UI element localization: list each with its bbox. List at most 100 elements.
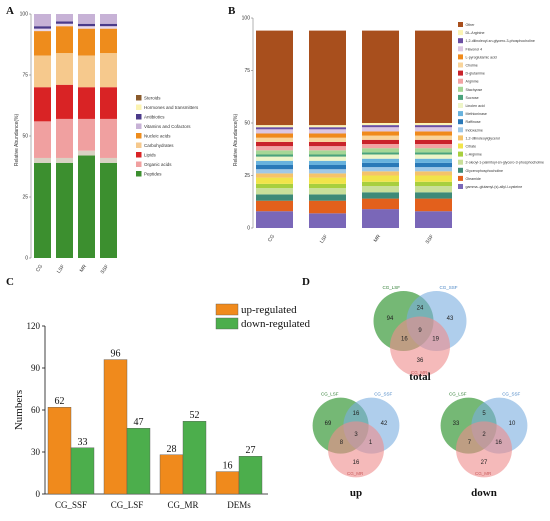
panel-b-bar-segment bbox=[415, 175, 452, 182]
venn-label-bottom: CG_MR bbox=[347, 471, 364, 476]
venn-region-center: 9 bbox=[418, 328, 422, 334]
panel-a-bar-segment bbox=[56, 53, 73, 85]
panel-b-legend-label: Indoxazine bbox=[466, 128, 483, 132]
venn-label-right: CG_SSF bbox=[440, 285, 458, 290]
panel-b-legend-swatch bbox=[458, 135, 463, 141]
panel-b-legend-label: Linolen acid bbox=[466, 104, 485, 108]
venn-region-left-right: 5 bbox=[482, 411, 486, 417]
panel-b-ytick-label: 25 bbox=[244, 173, 250, 179]
panel-b-legend-label: D-glutamine bbox=[466, 72, 485, 76]
panel-b-bar-segment bbox=[362, 162, 399, 168]
venn-region-center: 3 bbox=[354, 432, 358, 438]
panel-b-bar-segment bbox=[309, 194, 346, 201]
panel-b-legend-swatch bbox=[458, 94, 463, 100]
panel-a-legend-swatch bbox=[136, 95, 142, 101]
panel-c-bar bbox=[215, 471, 240, 495]
panel-b-legend-label: gamma.-glutamyl-(s)-allyl-l-cysteine bbox=[466, 185, 523, 189]
panel-a-bar-segment bbox=[34, 28, 51, 32]
panel-a-legend-swatch bbox=[136, 104, 142, 110]
panel-a-bar-segment bbox=[56, 84, 73, 119]
panel-b-bar-segment bbox=[309, 133, 346, 138]
panel-b-bar-segment bbox=[362, 30, 399, 124]
venn-region-bottom-only: 36 bbox=[417, 358, 424, 364]
panel-b-bar-segment bbox=[256, 129, 293, 134]
panel-a-bar-segment bbox=[78, 118, 95, 151]
venn-region-right-only: 42 bbox=[381, 421, 388, 427]
panel-c-bar bbox=[238, 456, 263, 495]
panel-a-bar-segment bbox=[100, 118, 117, 158]
panel-b-legend-swatch bbox=[458, 119, 463, 125]
panel-b-bar-segment bbox=[256, 211, 293, 228]
venn-region-left-bottom: 7 bbox=[468, 440, 472, 446]
panel-a-bar-segment bbox=[56, 162, 73, 258]
panel-b-bar-segment bbox=[415, 154, 452, 159]
panel-a-legend-label: Carbohydrates bbox=[144, 143, 174, 148]
panel-b-xtick-label: LSF bbox=[319, 234, 329, 245]
panel-b-bar-segment bbox=[256, 133, 293, 138]
panel-b-bar-segment bbox=[256, 141, 293, 147]
panel-b-bar-segment bbox=[415, 152, 452, 155]
panel-b-bar-segment bbox=[256, 183, 293, 189]
panel-b-bar-segment bbox=[415, 211, 452, 228]
panel-c-bar bbox=[182, 421, 207, 495]
panel-b-legend-swatch bbox=[458, 30, 463, 36]
panel-b-bar-segment bbox=[362, 175, 399, 182]
panel-b-bar-segment bbox=[309, 156, 346, 161]
panel-a-xtick-label: SSF bbox=[100, 264, 110, 275]
panel-b-xtick-label: CG bbox=[267, 234, 276, 244]
panel-b-bar-segment bbox=[362, 125, 399, 128]
panel-b-legend-label: Glycerophosphocholine bbox=[466, 169, 504, 173]
panel-b-bar-segment bbox=[362, 186, 399, 193]
venn-region-left-only: 69 bbox=[325, 421, 332, 427]
panel-b-bar-segment bbox=[309, 160, 346, 165]
panel-b-bar-segment bbox=[309, 165, 346, 170]
panel-a-ytick-label: 100 bbox=[20, 12, 29, 18]
panel-b-legend-swatch bbox=[458, 111, 463, 117]
panel-a-bar-segment bbox=[34, 157, 51, 163]
panel-a-bar-segment bbox=[100, 162, 117, 258]
panel-a-legend-swatch bbox=[136, 152, 142, 158]
panel-a-bar-segment bbox=[34, 55, 51, 88]
panel-b-bar-segment bbox=[362, 127, 399, 132]
panel-a-bar-segment bbox=[100, 14, 117, 24]
panel-b-legend-label: 2-oleoyl-1-palmitoyl-sn-glycero-3-phosph… bbox=[466, 161, 545, 165]
panel-b-bar-segment bbox=[415, 144, 452, 149]
panel-b-bar-segment bbox=[415, 186, 452, 193]
panel-a-xtick-label: LSF bbox=[56, 264, 66, 275]
panel-c-ytick-label: 90 bbox=[31, 363, 41, 373]
panel-a-bar-segment bbox=[78, 150, 95, 156]
panel-a-legend-label: Organic acids bbox=[144, 162, 172, 167]
panel-b-legend-label: Citrate bbox=[466, 145, 477, 149]
panel-c-data-label: 52 bbox=[190, 410, 200, 421]
panel-b-bar-segment bbox=[415, 158, 452, 163]
panel-b-bar-segment bbox=[415, 198, 452, 212]
panel-b-legend-swatch bbox=[458, 175, 463, 181]
panel-b-bar-segment bbox=[309, 137, 346, 142]
panel-b-bar-segment bbox=[309, 154, 346, 157]
panel-b-bar-segment bbox=[362, 148, 399, 153]
panel-letter-b: B bbox=[228, 5, 236, 17]
venn-circle-bottom bbox=[328, 421, 384, 478]
venn-region-right-bottom: 19 bbox=[432, 336, 439, 342]
panel-b-legend-label: Methioninase bbox=[466, 112, 487, 116]
panel-b-xtick-label: MR bbox=[373, 233, 383, 243]
panel-b-bar-segment bbox=[309, 200, 346, 214]
venn-region-right-bottom: 1 bbox=[369, 440, 373, 446]
panel-b-legend-swatch bbox=[458, 62, 463, 68]
venn-label-left: CG_LSF bbox=[321, 392, 339, 397]
panel-c-ytick-label: 0 bbox=[36, 489, 41, 499]
panel-c-ylabel: Numbers bbox=[13, 390, 25, 430]
panel-a-legend-label: Antibiotics bbox=[144, 115, 165, 120]
venn-region-left-only: 33 bbox=[453, 421, 460, 427]
panel-b-bar-segment bbox=[415, 131, 452, 136]
panel-a-legend-label: Steroids bbox=[144, 96, 161, 101]
panel-b-legend-label: Choline bbox=[466, 64, 478, 68]
panel-c-bar bbox=[47, 407, 72, 495]
panel-b-bar-segment bbox=[256, 146, 293, 151]
panel-c-xtick-label: CG_MR bbox=[167, 500, 198, 510]
panel-b-bar-segment bbox=[309, 30, 346, 126]
panel-c-legend-swatch bbox=[215, 303, 239, 316]
venn-label-bottom: CG_MR bbox=[475, 471, 492, 476]
panel-a-legend-label: Hormones and transmitters bbox=[144, 105, 199, 110]
panel-a-bar-segment bbox=[56, 118, 73, 158]
